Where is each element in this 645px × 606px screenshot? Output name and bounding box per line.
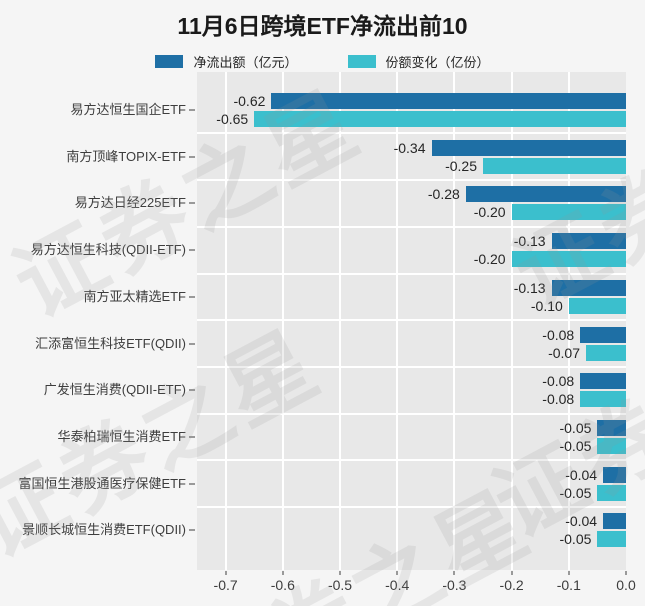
bar-share-change	[597, 484, 626, 501]
bar-net-outflow	[551, 233, 626, 250]
legend-item-share-change: 份额变化（亿份）	[347, 52, 490, 71]
x-tick-mark	[339, 571, 341, 575]
legend-swatch-net-outflow	[155, 55, 184, 68]
x-tick-mark	[396, 571, 399, 575]
bar-net-outflow	[271, 93, 626, 109]
x-tick-mark	[567, 571, 570, 575]
bar-share-change	[568, 297, 626, 314]
category-label: 易方达恒生科技(QDII-ETF)	[30, 242, 186, 258]
bar-share-change	[597, 437, 626, 454]
value-label-share-change: -0.07	[548, 344, 580, 361]
bar-net-outflow	[603, 466, 626, 483]
y-tick-mark	[189, 482, 195, 485]
value-label-net-outflow: -0.13	[513, 233, 546, 250]
bar-net-outflow	[580, 326, 626, 343]
category-label: 华泰柏瑞恒生消费ETF	[57, 428, 186, 444]
value-label-share-change: -0.25	[445, 157, 477, 174]
bar-share-change	[511, 204, 626, 221]
bar-net-outflow	[580, 373, 626, 390]
plot-area: -0.62 -0.34 -0.28 -0.13 -0.13 -0.08 -0.08 -0.05…	[197, 72, 626, 570]
value-label-share-change: -0.05	[559, 531, 592, 548]
x-tick-label: 0.0	[616, 577, 636, 593]
bar-share-change	[597, 531, 626, 548]
gridline-horizontal	[197, 459, 626, 462]
value-label-share-change: -0.20	[473, 251, 506, 268]
x-tick-label: -0.5	[327, 577, 353, 593]
y-tick-mark	[189, 295, 195, 298]
bar-share-change	[586, 344, 626, 361]
value-label-share-change: -0.08	[542, 391, 575, 408]
legend-swatch-share-change	[347, 55, 376, 68]
chart-title: 11月6日跨境ETF净流出前10	[177, 13, 468, 39]
y-axis-labels: 易方达恒生国企ETF 南方顶峰TOPIX-ETF 易方达日经225ETF 易方达恒生科…	[0, 72, 186, 570]
bar-net-outflow	[551, 279, 626, 296]
gridline-horizontal	[197, 365, 626, 368]
gridline-horizontal	[197, 412, 626, 415]
x-tick-label: -0.2	[499, 577, 524, 593]
legend-item-net-outflow: 净流出额（亿元）	[155, 52, 298, 71]
x-tick-mark	[281, 571, 284, 575]
x-tick-label: -0.6	[270, 577, 295, 593]
y-tick-mark	[189, 435, 195, 438]
legend-label-net-outflow: 净流出额（亿元）	[193, 55, 298, 70]
bar-share-change	[483, 157, 626, 174]
y-tick-mark	[189, 202, 195, 205]
value-label-net-outflow: -0.08	[542, 373, 575, 390]
value-label-share-change: -0.05	[559, 437, 592, 454]
chart-legend: 净流出额（亿元） 份额变化（亿份）	[0, 52, 645, 71]
y-tick-mark	[189, 249, 195, 252]
gridline-horizontal	[197, 506, 626, 508]
bar-net-outflow	[597, 419, 626, 436]
x-tick-mark	[625, 571, 627, 575]
bar-share-change	[254, 111, 626, 127]
category-label: 广发恒生消费(QDII-ETF)	[43, 382, 186, 398]
x-tick-mark	[510, 571, 513, 575]
category-label: 景顺长城恒生消费ETF(QDII)	[22, 522, 186, 538]
value-label-net-outflow: -0.04	[565, 513, 598, 530]
value-label-net-outflow: -0.28	[427, 186, 460, 203]
x-tick-label: -0.7	[213, 577, 238, 593]
y-tick-mark	[189, 529, 195, 532]
value-label-net-outflow: -0.62	[233, 93, 266, 109]
bar-net-outflow	[603, 513, 626, 530]
category-label: 汇添富恒生科技ETF(QDII)	[35, 335, 186, 351]
y-tick-mark	[189, 155, 195, 158]
gridline-horizontal	[197, 132, 626, 135]
bar-net-outflow	[465, 186, 626, 203]
y-tick-mark	[189, 389, 195, 392]
x-tick-mark	[224, 571, 227, 575]
value-label-net-outflow: -0.08	[542, 326, 575, 343]
value-label-net-outflow: -0.05	[559, 419, 592, 436]
category-label: 南方顶峰TOPIX-ETF	[66, 148, 186, 164]
value-label-net-outflow: -0.34	[393, 139, 426, 156]
gridline-horizontal	[197, 319, 626, 322]
gridline-horizontal	[197, 225, 626, 228]
bar-share-change	[511, 251, 626, 268]
value-label-net-outflow: -0.13	[513, 279, 546, 296]
category-label: 易方达日经225ETF	[74, 195, 186, 211]
value-label-share-change: -0.10	[530, 297, 563, 314]
value-label-share-change: -0.05	[559, 484, 592, 501]
value-label-share-change: -0.20	[473, 204, 506, 221]
x-tick-label: -0.1	[556, 577, 581, 593]
bar-net-outflow	[431, 139, 626, 156]
legend-label-share-change: 份额变化（亿份）	[385, 55, 490, 70]
x-tick-label: -0.3	[442, 577, 467, 593]
y-tick-mark	[189, 342, 195, 345]
gridline-horizontal	[197, 179, 626, 182]
category-label: 南方亚太精选ETF	[83, 288, 186, 304]
category-label: 富国恒生港股通医疗保健ETF	[18, 475, 186, 491]
bar-share-change	[580, 391, 626, 408]
x-tick-mark	[453, 571, 456, 575]
category-label: 易方达恒生国企ETF	[70, 102, 186, 117]
gridline-horizontal	[197, 272, 626, 275]
value-label-share-change: -0.65	[216, 111, 249, 127]
y-tick-mark	[189, 109, 195, 111]
value-label-net-outflow: -0.04	[565, 466, 598, 483]
x-tick-label: -0.4	[385, 577, 410, 593]
